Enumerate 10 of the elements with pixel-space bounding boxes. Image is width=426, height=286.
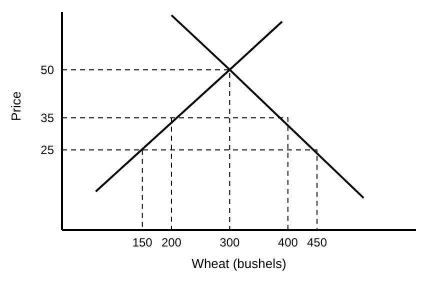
y-tick-label: 25	[40, 143, 54, 158]
y-axis-title: Price	[8, 91, 24, 121]
y-tick-label: 50	[40, 62, 54, 77]
x-tick-label: 200	[161, 236, 182, 250]
x-axis-title: Wheat (bushels)	[192, 256, 286, 271]
x-tick-label: 450	[307, 236, 328, 250]
x-tick-label: 150	[132, 236, 153, 250]
y-tick-label: 35	[40, 111, 54, 126]
x-tick-label: 400	[278, 236, 298, 250]
x-tick-label: 300	[220, 236, 240, 250]
